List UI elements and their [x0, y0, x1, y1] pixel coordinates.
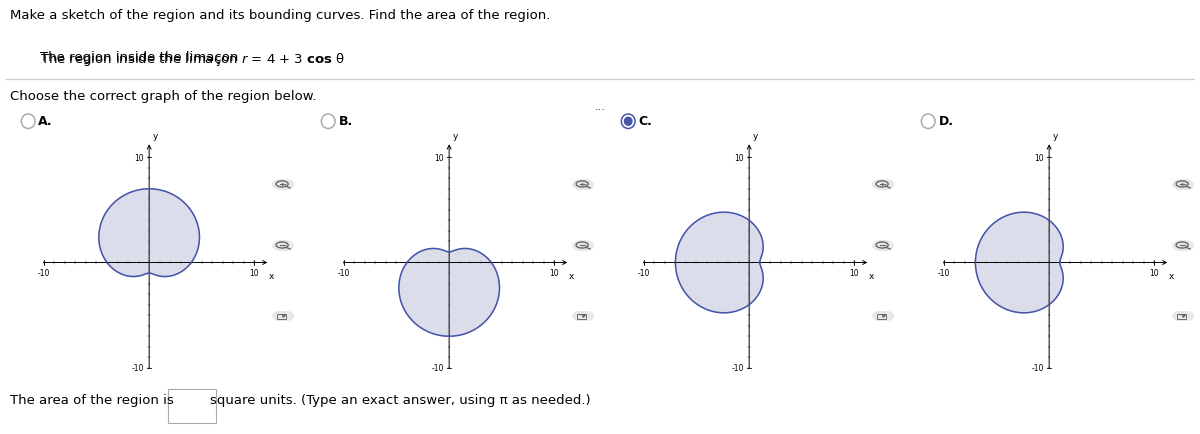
Circle shape — [272, 241, 294, 251]
Text: square units. (Type an exact answer, using π as needed.): square units. (Type an exact answer, usi… — [210, 393, 590, 406]
Circle shape — [272, 180, 294, 190]
Text: Choose the correct graph of the region below.: Choose the correct graph of the region b… — [10, 90, 316, 103]
Polygon shape — [398, 249, 499, 336]
Text: The area of the region is: The area of the region is — [10, 393, 173, 406]
Text: x: x — [869, 271, 875, 280]
FancyBboxPatch shape — [168, 389, 216, 423]
Text: x: x — [569, 271, 575, 280]
Text: Make a sketch of the region and its bounding curves. Find the area of the region: Make a sketch of the region and its boun… — [10, 9, 550, 21]
Circle shape — [572, 241, 594, 251]
Polygon shape — [98, 189, 199, 277]
Circle shape — [872, 241, 894, 251]
Circle shape — [272, 311, 294, 322]
Text: B.: B. — [338, 115, 353, 128]
Text: 10: 10 — [1150, 269, 1159, 278]
Text: A.: A. — [38, 115, 53, 128]
Text: y: y — [152, 132, 158, 141]
Text: 10: 10 — [250, 269, 259, 278]
Text: -10: -10 — [337, 269, 350, 278]
Text: 10: 10 — [550, 269, 559, 278]
Text: -10: -10 — [1032, 364, 1044, 372]
Text: -10: -10 — [937, 269, 950, 278]
Text: ...: ... — [594, 102, 606, 111]
Circle shape — [572, 311, 594, 322]
Circle shape — [572, 180, 594, 190]
Text: -10: -10 — [132, 364, 144, 372]
Text: 10: 10 — [850, 269, 859, 278]
Circle shape — [1172, 311, 1194, 322]
Circle shape — [872, 180, 894, 190]
Text: 10: 10 — [434, 153, 444, 162]
Text: x: x — [269, 271, 275, 280]
Polygon shape — [676, 213, 763, 313]
Text: -10: -10 — [732, 364, 744, 372]
Text: x: x — [1169, 271, 1175, 280]
Text: -10: -10 — [432, 364, 444, 372]
Text: y: y — [452, 132, 458, 141]
Circle shape — [624, 118, 632, 126]
Text: 10: 10 — [134, 153, 144, 162]
Text: The region inside the limaçon: The region inside the limaçon — [40, 51, 242, 64]
Text: The region inside the limaçon $r$ = 4 + 3 $\mathbf{cos}$ θ: The region inside the limaçon $r$ = 4 + … — [40, 51, 344, 68]
Text: y: y — [1052, 132, 1058, 141]
Text: 10: 10 — [734, 153, 744, 162]
Text: y: y — [752, 132, 758, 141]
Polygon shape — [976, 213, 1063, 313]
Text: -10: -10 — [637, 269, 650, 278]
Circle shape — [1172, 180, 1194, 190]
Text: 10: 10 — [1034, 153, 1044, 162]
Circle shape — [872, 311, 894, 322]
Text: -10: -10 — [37, 269, 50, 278]
Text: C.: C. — [638, 115, 653, 128]
Text: D.: D. — [938, 115, 954, 128]
Circle shape — [1172, 241, 1194, 251]
FancyBboxPatch shape — [556, 97, 644, 115]
